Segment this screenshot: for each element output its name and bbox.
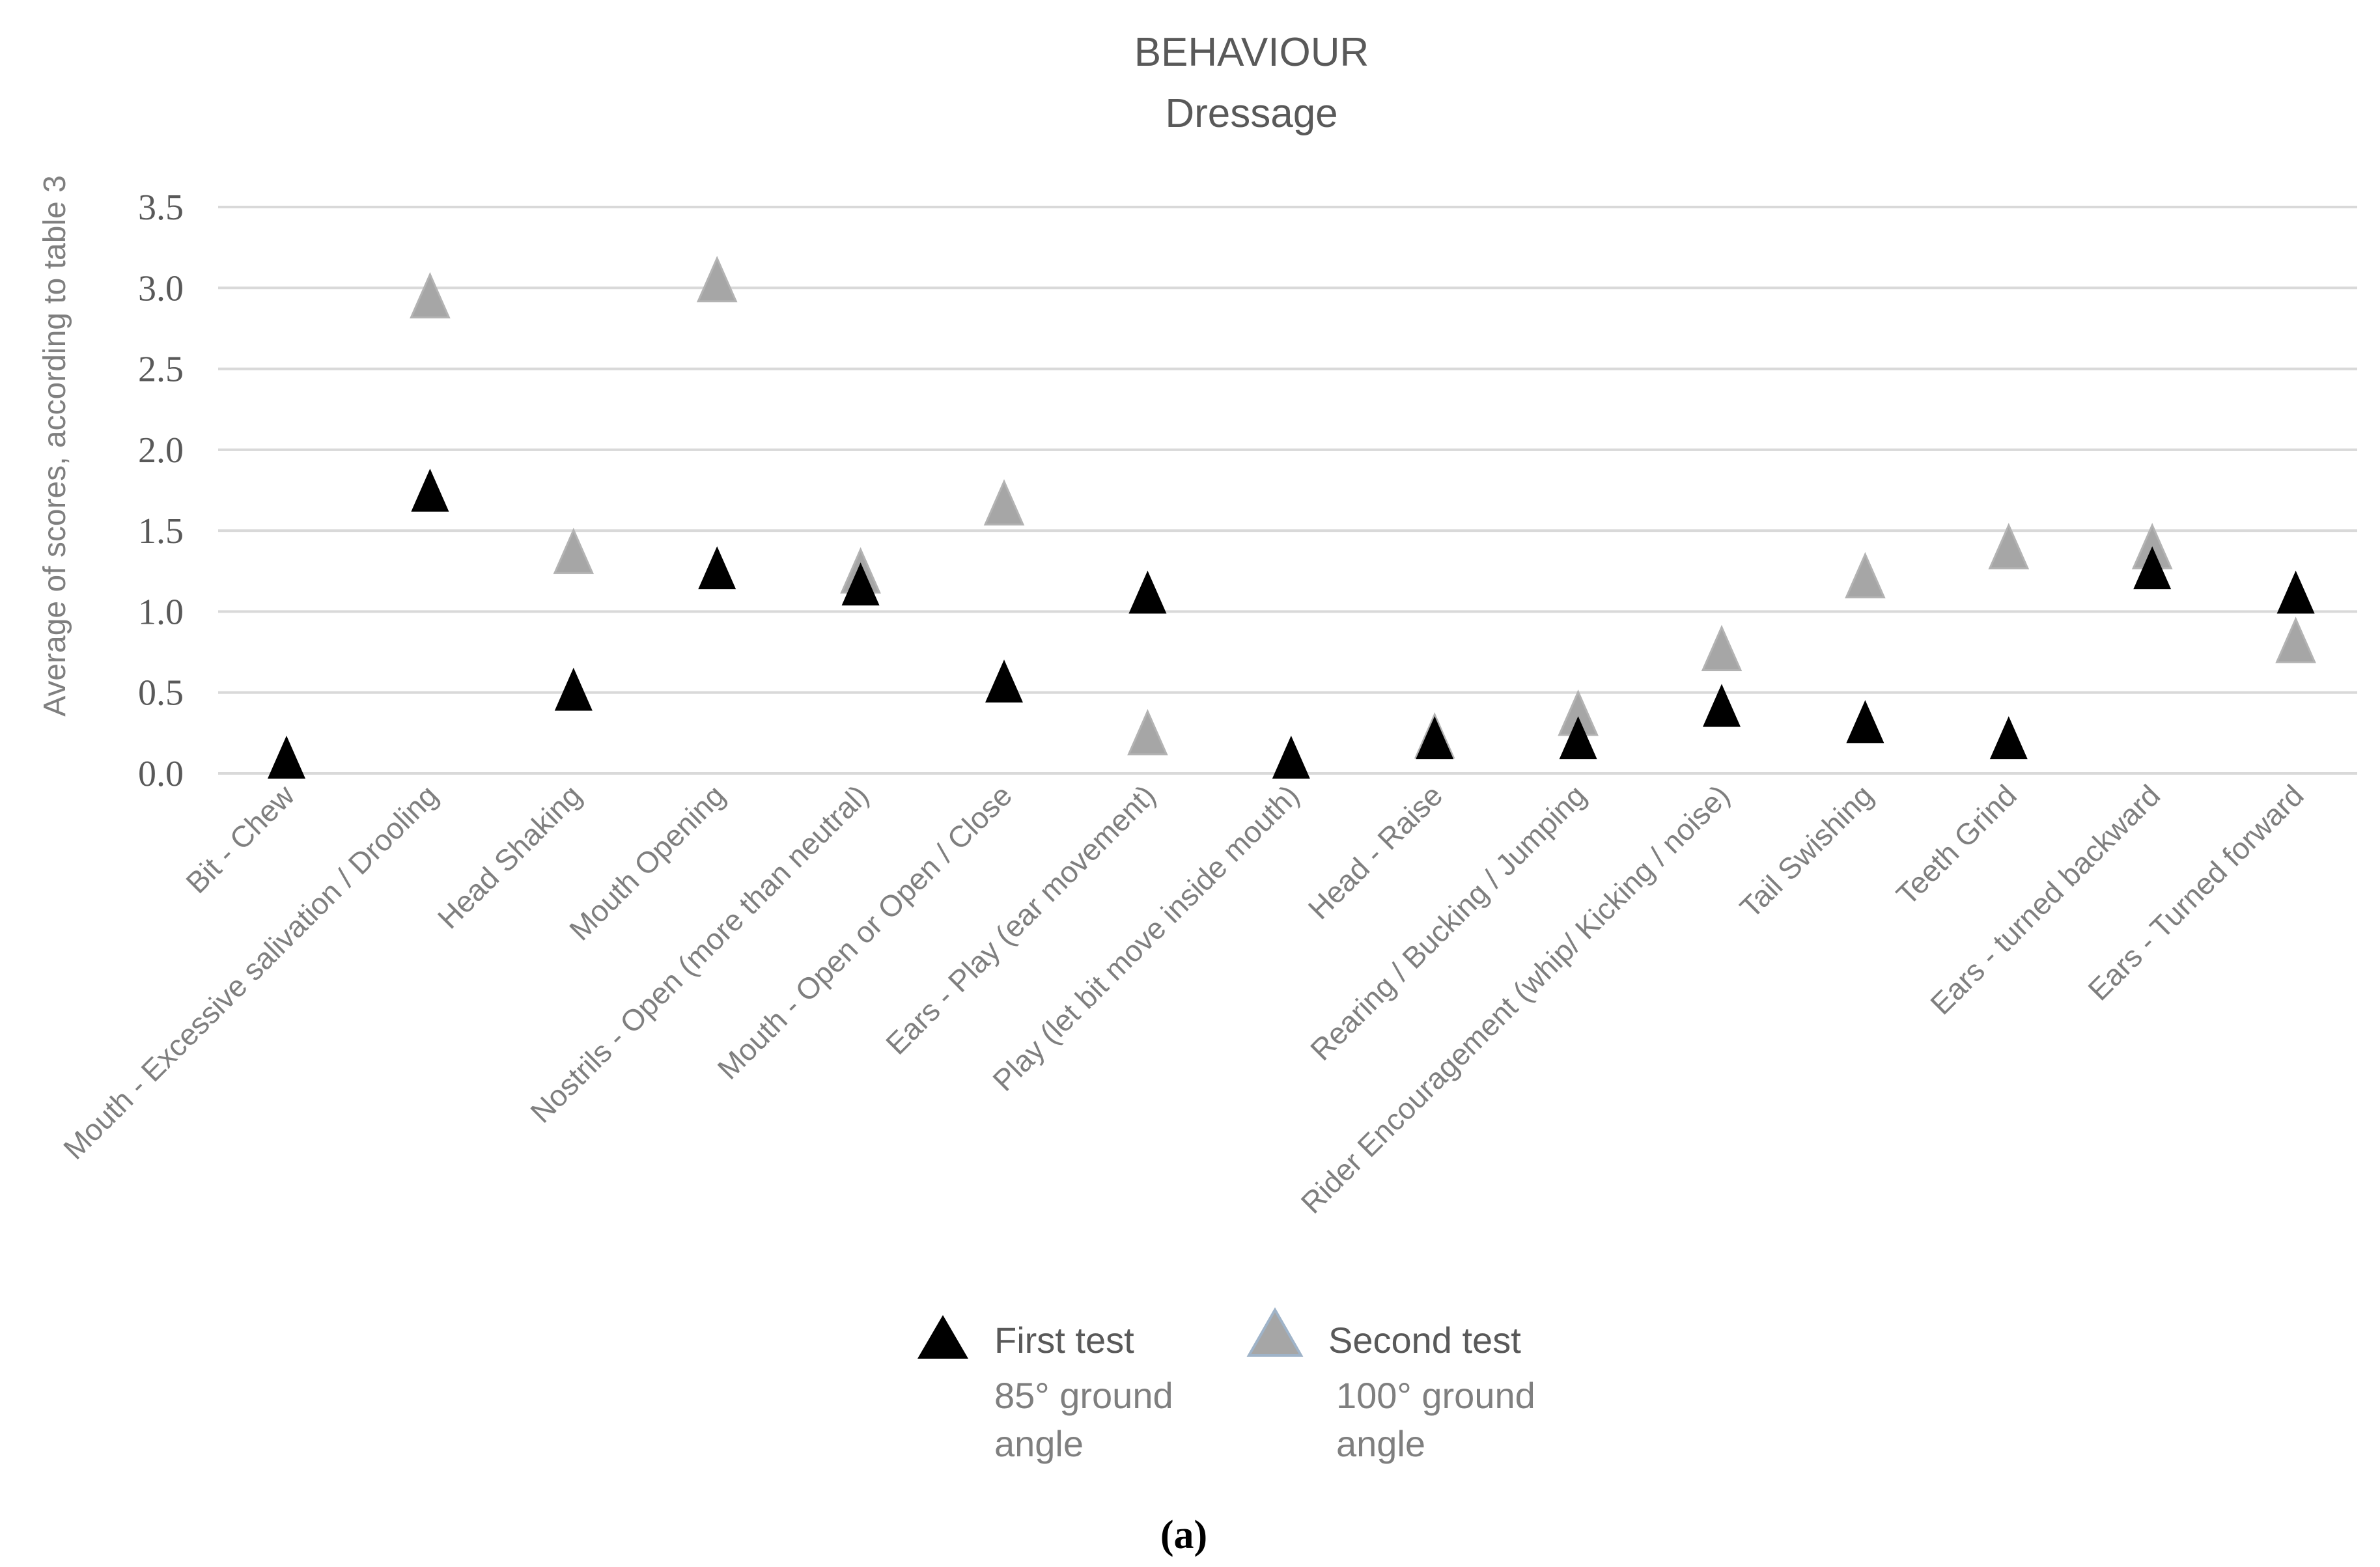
y-tick-label: 1.0 [138,592,184,632]
data-point-first-test [841,562,880,606]
data-point-first-test [268,736,305,779]
legend-item-first-test: First test 85° ground angle [917,1315,1173,1464]
legend-label-second-test: Second test [1328,1320,1521,1361]
y-tick-label: 0.5 [138,673,184,714]
legend-marker-second-test [1246,1307,1304,1357]
legend-note-second-test-line2: angle [1336,1423,1425,1464]
y-tick-label: 2.5 [138,350,184,390]
data-point-second-test [1701,624,1743,671]
y-tick-label: 3.5 [138,187,184,228]
y-tick-label: 1.5 [138,511,184,551]
legend-note-second-test-line1: 100° ground [1336,1375,1535,1416]
data-point-first-test [1272,736,1310,779]
data-point-second-test [1988,523,2030,570]
data-point-first-test [1989,716,2028,760]
y-axis-ticks: 0.0 0.5 1.0 1.5 2.0 2.5 3.0 3.5 [138,187,184,794]
figure-caption: (a) [1160,1513,1207,1557]
data-point-second-test [1127,708,1168,756]
data-point-first-test [1128,570,1167,614]
data-point-second-test [2275,617,2316,663]
legend-item-second-test: Second test 100° ground angle [1246,1307,1535,1464]
data-point-first-test [698,546,736,590]
data-point-second-test [410,271,451,319]
legend-marker-first-test [917,1315,968,1359]
data-point-second-test [1845,551,1886,599]
data-point-second-test [553,527,595,574]
data-point-first-test [2276,570,2315,614]
data-point-first-test [411,468,449,512]
y-tick-label: 0.0 [138,754,184,794]
legend-label-first-test: First test [994,1320,1134,1361]
data-point-second-test [983,479,1025,526]
data-point-first-test [1846,700,1884,743]
data-point-first-test [1559,716,1597,760]
chart-subtitle: Dressage [1165,91,1337,136]
data-points [268,255,2316,779]
data-point-second-test [696,255,738,303]
legend-note-first-test-line2: angle [994,1423,1084,1464]
legend-note-first-test-line1: 85° ground [994,1375,1173,1416]
data-point-first-test [1703,684,1741,727]
y-tick-label: 3.0 [138,268,184,309]
legend: First test 85° ground angle Second test … [917,1307,1535,1464]
data-point-first-test [985,659,1023,703]
data-point-first-test [1416,716,1454,760]
chart-title: BEHAVIOUR [1134,30,1369,75]
y-tick-label: 2.0 [138,430,184,471]
y-axis-label: Average of scores, according to table 3 [38,175,72,717]
data-point-first-test [554,667,593,711]
data-point-first-test [2133,546,2172,590]
